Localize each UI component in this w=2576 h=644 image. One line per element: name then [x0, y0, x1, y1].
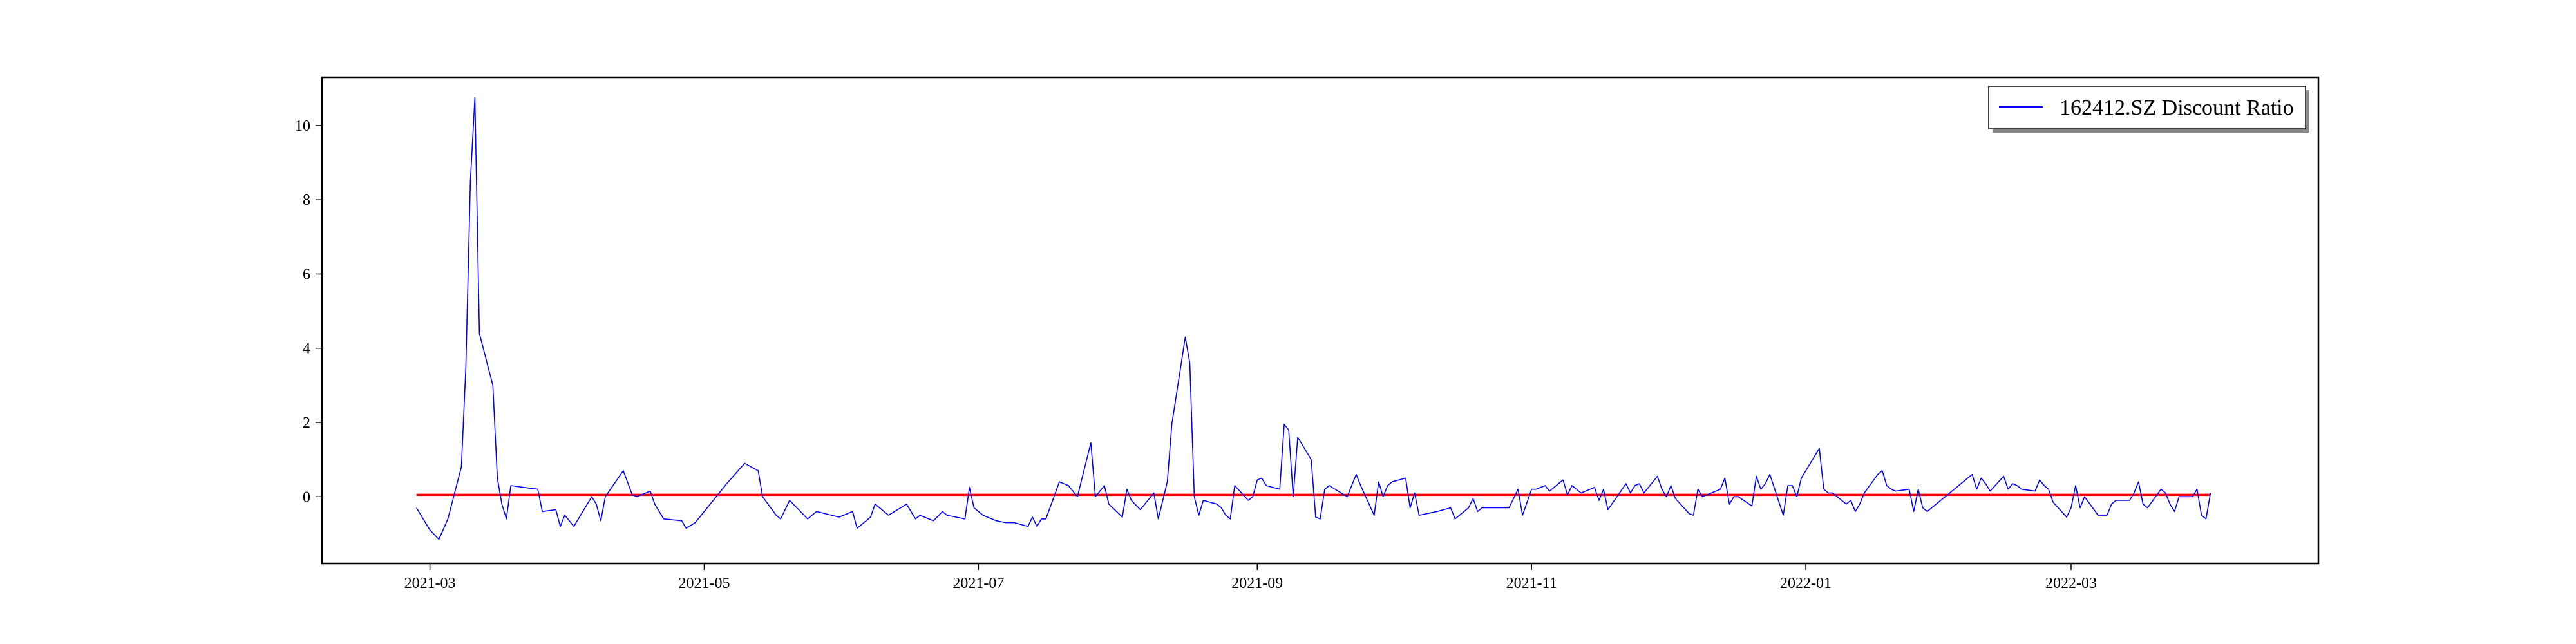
legend-label-discount-ratio: 162412.SZ Discount Ratio [2060, 96, 2294, 120]
x-tick-label: 2021-07 [952, 575, 1004, 592]
y-tick-label: 6 [303, 266, 310, 283]
y-axis: 0 2 4 6 8 10 [295, 118, 322, 506]
axes-frame [321, 76, 2320, 565]
y-tick-label: 4 [303, 341, 310, 357]
y-tick-label: 0 [303, 489, 310, 506]
x-tick-label: 2022-01 [1780, 575, 1832, 592]
x-tick-label: 2021-11 [1506, 575, 1557, 592]
x-tick-label: 2021-03 [404, 575, 456, 592]
x-tick-label: 2021-05 [678, 575, 730, 592]
y-tick-label: 8 [303, 192, 310, 209]
x-tick-label: 2021-09 [1231, 575, 1283, 592]
x-tick-label: 2022-03 [2045, 575, 2097, 592]
plot-area [321, 76, 2320, 565]
y-tick-label: 10 [295, 118, 310, 135]
y-tick-label: 2 [303, 415, 310, 431]
x-axis: 2021-03 2021-05 2021-07 2021-09 2021-11 2022-… [404, 564, 2097, 592]
series-layer [415, 97, 2211, 540]
legend: 162412.SZ Discount Ratio [1988, 86, 2309, 133]
series-line-discount-ratio [415, 97, 2211, 540]
